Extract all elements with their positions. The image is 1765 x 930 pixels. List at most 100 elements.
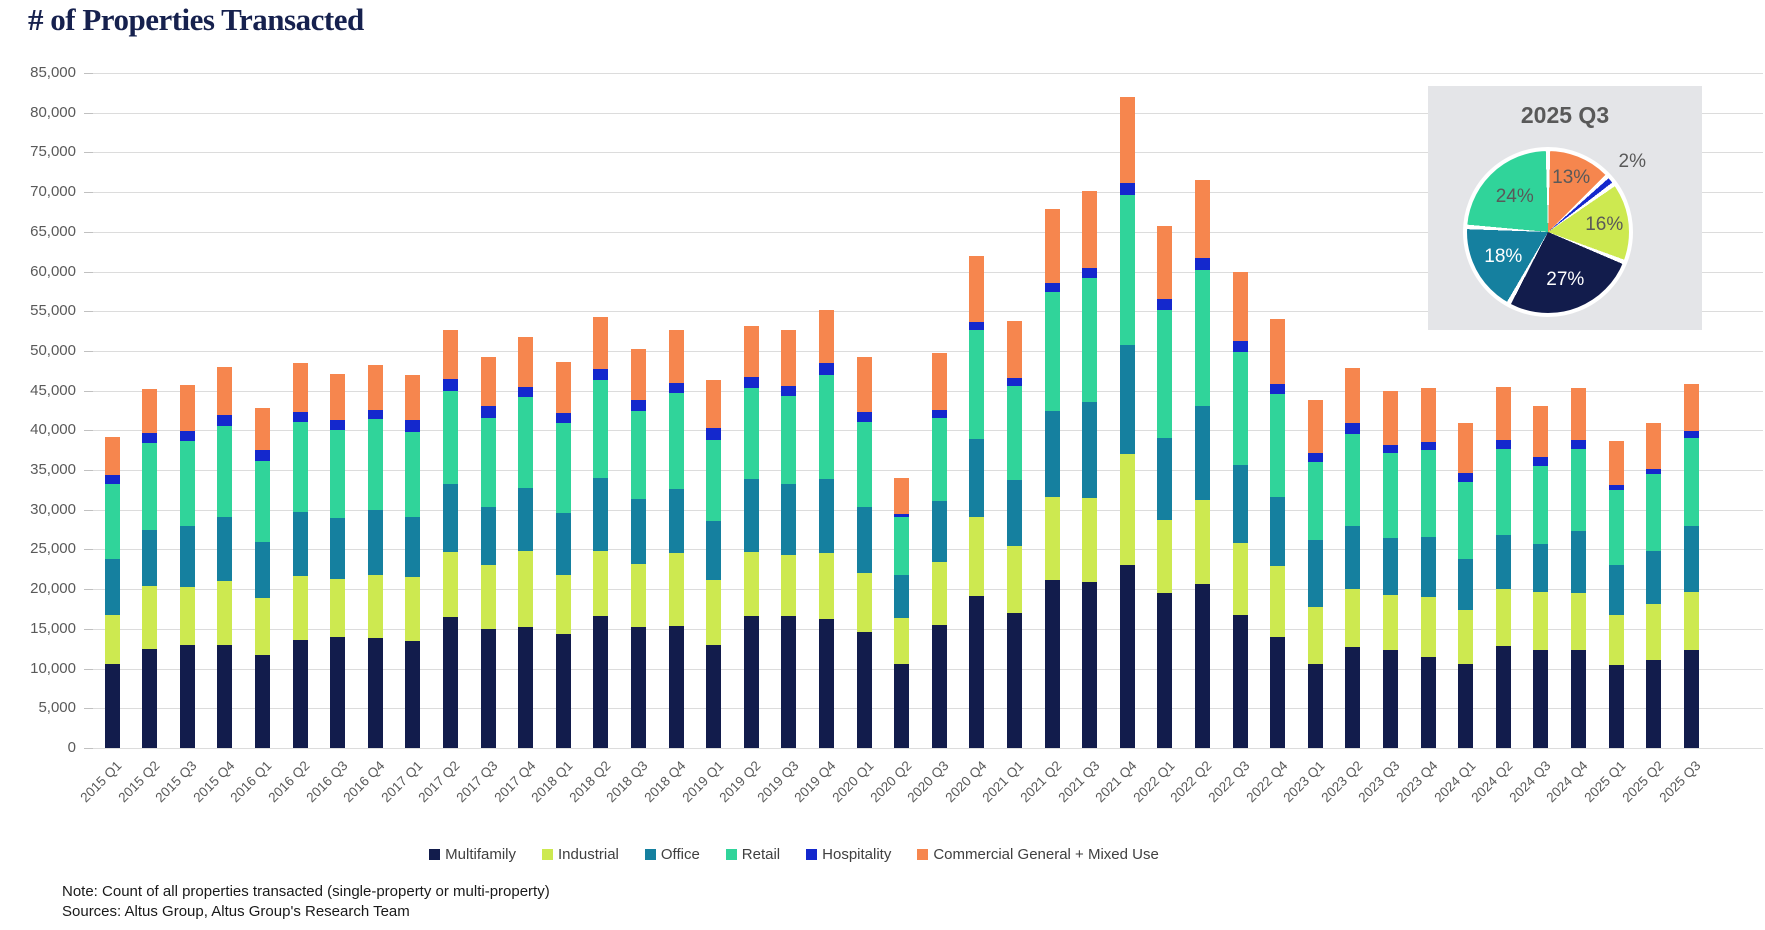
bar-segment-retail — [818, 374, 834, 479]
bar-segment-office — [1458, 559, 1474, 610]
bar-segment-retail — [1683, 438, 1699, 526]
bar-segment-commercial-general-mixed-use — [1608, 440, 1624, 486]
gridline — [86, 73, 1763, 74]
y-axis-label: 25,000 — [30, 540, 76, 558]
bar-2023-Q3 — [1382, 0, 1398, 748]
bar-segment-office — [1683, 525, 1699, 592]
bar-segment-commercial-general-mixed-use — [217, 366, 233, 416]
pie-slice-label: 16% — [1585, 213, 1624, 235]
bar-segment-multifamily — [1608, 665, 1624, 748]
bar-segment-office — [367, 509, 383, 575]
bar-segment-hospitality — [555, 412, 571, 424]
bar-segment-hospitality — [1119, 183, 1135, 196]
bar-segment-commercial-general-mixed-use — [1345, 368, 1361, 424]
y-tick-mark — [84, 708, 93, 710]
bar-segment-commercial-general-mixed-use — [856, 357, 872, 413]
bar-2017-Q1 — [405, 0, 421, 748]
bar-segment-office — [1533, 543, 1549, 593]
bar-segment-multifamily — [1307, 663, 1323, 748]
bar-2020-Q1 — [856, 0, 872, 748]
bar-segment-multifamily — [518, 626, 534, 748]
bar-segment-office — [856, 506, 872, 573]
bar-2024-Q4 — [1570, 0, 1586, 748]
bar-segment-hospitality — [1646, 469, 1662, 475]
y-axis-label: 65,000 — [30, 222, 76, 240]
bar-segment-office — [1119, 345, 1135, 455]
bar-2016-Q4 — [367, 0, 383, 748]
bar-segment-retail — [405, 431, 421, 517]
bar-segment-retail — [1570, 448, 1586, 532]
legend-item-hospitality[interactable]: Hospitality — [806, 846, 891, 863]
bar-segment-retail — [1194, 269, 1210, 406]
bar-segment-retail — [1006, 385, 1022, 481]
bar-segment-office — [969, 439, 985, 517]
bar-segment-office — [1082, 401, 1098, 498]
bar-2015-Q3 — [179, 0, 195, 748]
bar-segment-retail — [142, 443, 158, 531]
bar-segment-office — [1646, 551, 1662, 605]
bar-segment-hospitality — [518, 386, 534, 398]
bar-segment-commercial-general-mixed-use — [442, 330, 458, 379]
bar-segment-commercial-general-mixed-use — [1570, 387, 1586, 440]
bar-segment-retail — [1270, 393, 1286, 498]
bar-segment-hospitality — [668, 382, 684, 394]
y-tick-mark — [84, 470, 93, 472]
bar-segment-industrial — [104, 614, 120, 664]
bar-segment-hospitality — [217, 415, 233, 426]
legend-item-industrial[interactable]: Industrial — [542, 846, 619, 863]
bar-segment-multifamily — [1533, 650, 1549, 748]
bar-segment-retail — [330, 429, 346, 518]
bar-segment-industrial — [1044, 497, 1060, 580]
bar-segment-multifamily — [1082, 582, 1098, 748]
bar-segment-commercial-general-mixed-use — [668, 330, 684, 383]
bar-2021-Q2 — [1044, 0, 1060, 748]
legend-label: Commercial General + Mixed Use — [933, 846, 1159, 863]
bar-segment-industrial — [818, 552, 834, 619]
bar-segment-hospitality — [292, 412, 308, 423]
bar-segment-hospitality — [1608, 485, 1624, 490]
pie-slice-label: 13% — [1552, 167, 1591, 189]
y-axis-label: 35,000 — [30, 461, 76, 479]
legend-swatch — [429, 849, 441, 860]
y-tick-mark — [84, 628, 93, 630]
legend-item-office[interactable]: Office — [644, 846, 700, 863]
bar-segment-retail — [518, 397, 534, 489]
bar-2024-Q1 — [1458, 0, 1474, 748]
bar-segment-multifamily — [1119, 565, 1135, 748]
bar-segment-hospitality — [1420, 442, 1436, 451]
bar-segment-multifamily — [405, 640, 421, 748]
bar-segment-hospitality — [142, 432, 158, 444]
legend-label: Hospitality — [822, 846, 892, 863]
bar-2022-Q1 — [1157, 0, 1173, 748]
bar-segment-multifamily — [292, 640, 308, 748]
bar-segment-commercial-general-mixed-use — [1533, 405, 1549, 457]
bar-segment-office — [1270, 497, 1286, 567]
gridline — [86, 589, 1763, 591]
bar-segment-multifamily — [254, 655, 270, 748]
legend-item-retail[interactable]: Retail — [725, 846, 780, 863]
bar-2021-Q1 — [1006, 0, 1022, 748]
bar-segment-commercial-general-mixed-use — [1420, 388, 1436, 443]
gridline — [86, 509, 1763, 511]
bar-segment-commercial-general-mixed-use — [1119, 96, 1135, 184]
bar-segment-office — [1345, 526, 1361, 590]
bar-2015-Q4 — [217, 0, 233, 748]
bar-2019-Q3 — [781, 0, 797, 748]
bar-segment-retail — [1345, 434, 1361, 527]
bar-2021-Q3 — [1082, 0, 1098, 748]
pie-slice-label: 24% — [1495, 185, 1534, 207]
bar-segment-industrial — [518, 551, 534, 627]
bar-2022-Q3 — [1232, 0, 1248, 748]
pie-inset: 2025 Q3 13% 2% 16% 27% 18% 24% — [1428, 86, 1702, 330]
bar-segment-multifamily — [743, 616, 759, 748]
bar-segment-hospitality — [254, 450, 270, 461]
bar-segment-hospitality — [1006, 377, 1022, 386]
bar-segment-office — [668, 489, 684, 554]
bar-segment-retail — [1533, 466, 1549, 544]
bar-segment-office — [142, 530, 158, 587]
bar-segment-multifamily — [1420, 656, 1436, 748]
legend-item-multifamily[interactable]: Multifamily — [429, 846, 516, 863]
legend-item-commercial-general-mixed-use[interactable]: Commercial General + Mixed Use — [917, 846, 1159, 863]
bar-segment-hospitality — [1458, 473, 1474, 482]
bar-segment-retail — [442, 390, 458, 485]
